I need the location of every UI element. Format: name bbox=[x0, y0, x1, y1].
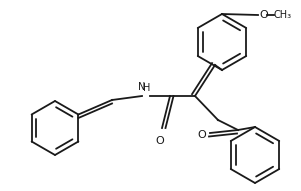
Text: O: O bbox=[198, 130, 206, 140]
Text: CH₃: CH₃ bbox=[274, 10, 292, 20]
Text: O: O bbox=[259, 10, 268, 20]
Text: H: H bbox=[143, 83, 150, 93]
Text: N: N bbox=[138, 82, 145, 92]
Text: O: O bbox=[156, 136, 164, 146]
